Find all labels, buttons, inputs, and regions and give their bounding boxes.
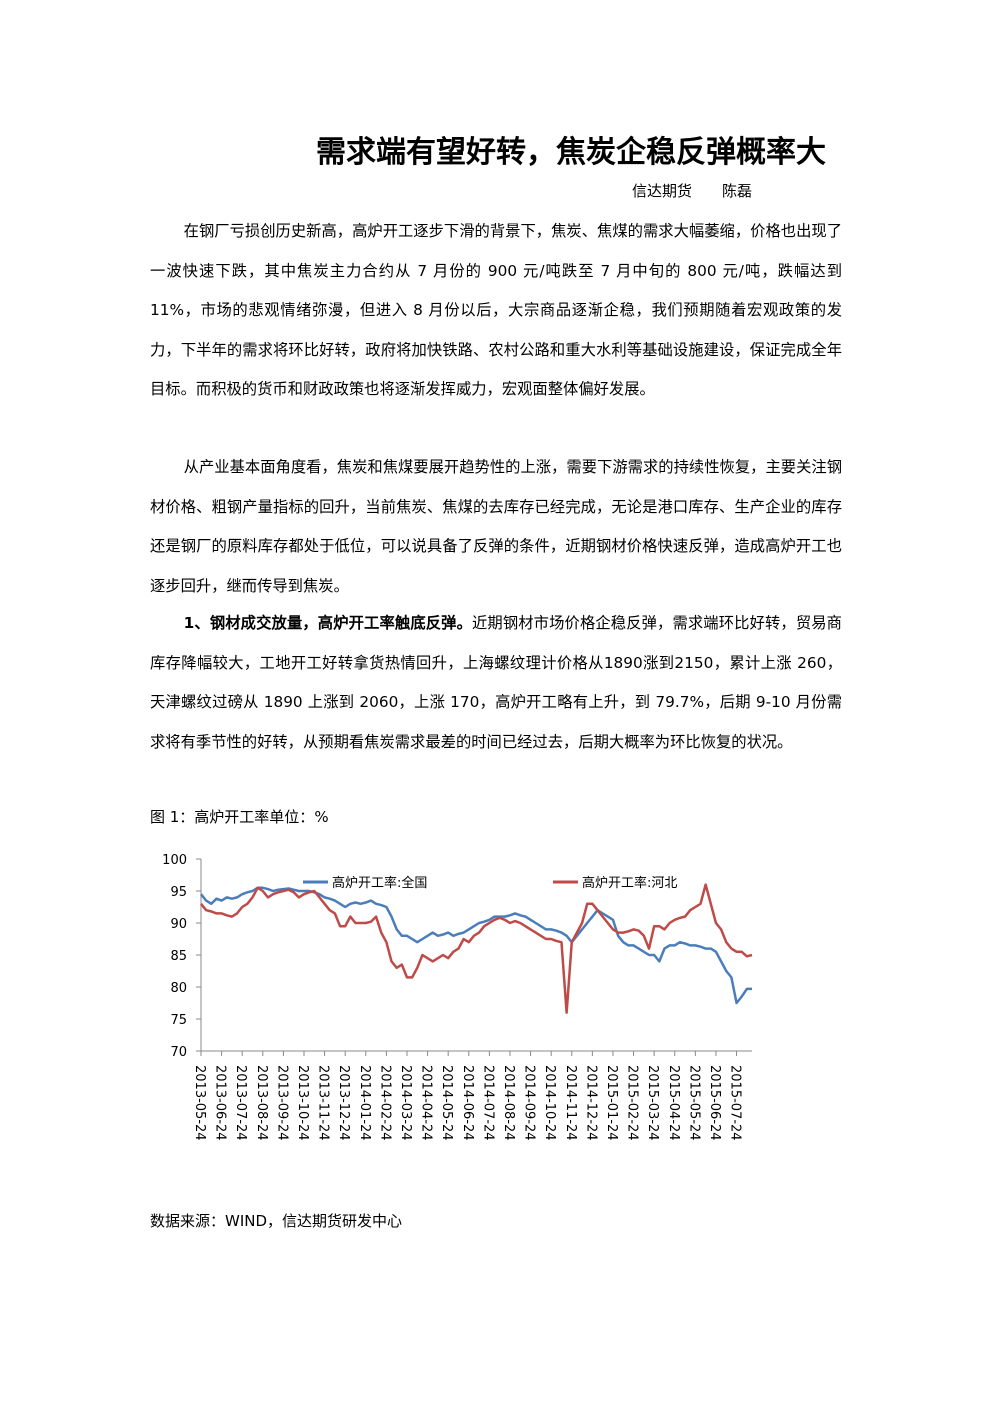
- x-tick-label: 2014-06-24: [460, 1065, 475, 1141]
- x-tick-label: 2013-07-24: [233, 1065, 248, 1141]
- x-tick-label: 2014-11-24: [563, 1065, 578, 1141]
- x-tick-label: 2015-05-24: [686, 1065, 701, 1141]
- x-tick-label: 2015-03-24: [645, 1065, 660, 1141]
- x-tick-label: 2015-06-24: [707, 1065, 722, 1141]
- author: 陈磊: [722, 182, 753, 200]
- x-tick-label: 2015-07-24: [728, 1065, 743, 1141]
- x-tick-label: 2014-01-24: [357, 1065, 372, 1141]
- section-text: 近期钢材市场价格企稳反弹，需求端环比好转，贸易商库存降幅较大，工地开工好转拿货热…: [150, 614, 842, 751]
- x-tick-label: 2013-09-24: [274, 1065, 289, 1141]
- paragraph: 在钢厂亏损创历史新高，高炉开工逐步下滑的背景下，焦炭、焦煤的需求大幅萎缩，价格也…: [150, 222, 842, 398]
- x-tick-label: 2013-12-24: [336, 1065, 351, 1141]
- x-tick-label: 2014-08-24: [501, 1065, 516, 1141]
- source: 数据来源：WIND，信达期货研发中心: [150, 1212, 403, 1230]
- figure-caption: 图 1：高炉开工率单位：%: [150, 808, 329, 826]
- y-tick-label: 75: [170, 1013, 187, 1028]
- y-tick-label: 70: [170, 1045, 187, 1060]
- x-tick-label: 2014-07-24: [480, 1065, 495, 1141]
- x-tick-label: 2014-05-24: [439, 1065, 454, 1141]
- x-tick-label: 2014-02-24: [377, 1065, 392, 1141]
- x-tick-label: 2013-11-24: [316, 1065, 331, 1141]
- series-line: [200, 886, 752, 1005]
- x-tick-label: 2014-10-24: [542, 1065, 557, 1141]
- x-tick-label: 2015-04-24: [666, 1065, 681, 1141]
- y-tick-label: 90: [170, 917, 187, 932]
- legend-label: 高炉开工率:全国: [332, 875, 427, 891]
- x-tick-label: 2015-02-24: [625, 1065, 640, 1141]
- x-tick-label: 2013-10-24: [295, 1065, 310, 1141]
- x-tick-label: 2014-04-24: [419, 1065, 434, 1141]
- section-heading: 1、钢材成交放量，高炉开工率触底反弹。: [183, 614, 472, 632]
- x-tick-label: 2013-05-24: [192, 1065, 207, 1141]
- x-tick-label: 2013-06-24: [213, 1065, 228, 1141]
- y-tick-label: 80: [170, 981, 187, 996]
- y-tick-label: 100: [162, 853, 187, 868]
- x-tick-label: 2013-08-24: [254, 1065, 269, 1141]
- chart: 70 75 80 85 90 95 100 2013-05-24 2013-06-24 2013-…: [162, 853, 753, 1141]
- legend-label: 高炉开工率:河北: [582, 875, 677, 891]
- x-tick-label: 2014-09-24: [522, 1065, 537, 1141]
- paragraph: 1、钢材成交放量，高炉开工率触底反弹。近期钢材市场价格企稳反弹，需求端环比好转，…: [150, 604, 842, 762]
- paragraph: 从产业基本面角度看，焦炭和焦煤要展开趋势性的上涨，需要下游需求的持续性恢复，主要…: [150, 458, 842, 595]
- x-tick-label: 2015-01-24: [604, 1065, 619, 1141]
- org: 信达期货: [632, 182, 693, 200]
- y-tick-label: 85: [170, 949, 187, 964]
- y-tick-label: 95: [170, 885, 187, 900]
- x-tick-label: 2014-03-24: [398, 1065, 413, 1141]
- x-tick-label: 2014-12-24: [583, 1065, 598, 1141]
- title: 需求端有望好转，焦炭企稳反弹概率大: [316, 135, 826, 170]
- series-line: [200, 883, 753, 1014]
